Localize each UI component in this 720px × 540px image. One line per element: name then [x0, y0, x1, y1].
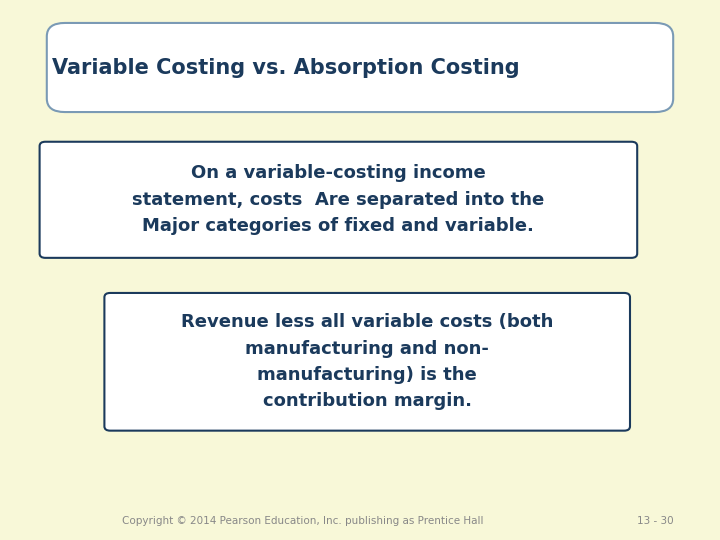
Text: Revenue less all variable costs (both
manufacturing and non-
manufacturing) is t: Revenue less all variable costs (both ma… — [181, 313, 554, 410]
Text: 13 - 30: 13 - 30 — [637, 516, 673, 526]
FancyBboxPatch shape — [104, 293, 630, 431]
Text: Variable Costing vs. Absorption Costing: Variable Costing vs. Absorption Costing — [52, 57, 519, 78]
Text: On a variable-costing income
statement, costs  Are separated into the
Major cate: On a variable-costing income statement, … — [132, 164, 544, 235]
FancyBboxPatch shape — [40, 142, 637, 258]
Text: Copyright © 2014 Pearson Education, Inc. publishing as Prentice Hall: Copyright © 2014 Pearson Education, Inc.… — [122, 516, 483, 526]
FancyBboxPatch shape — [47, 23, 673, 112]
